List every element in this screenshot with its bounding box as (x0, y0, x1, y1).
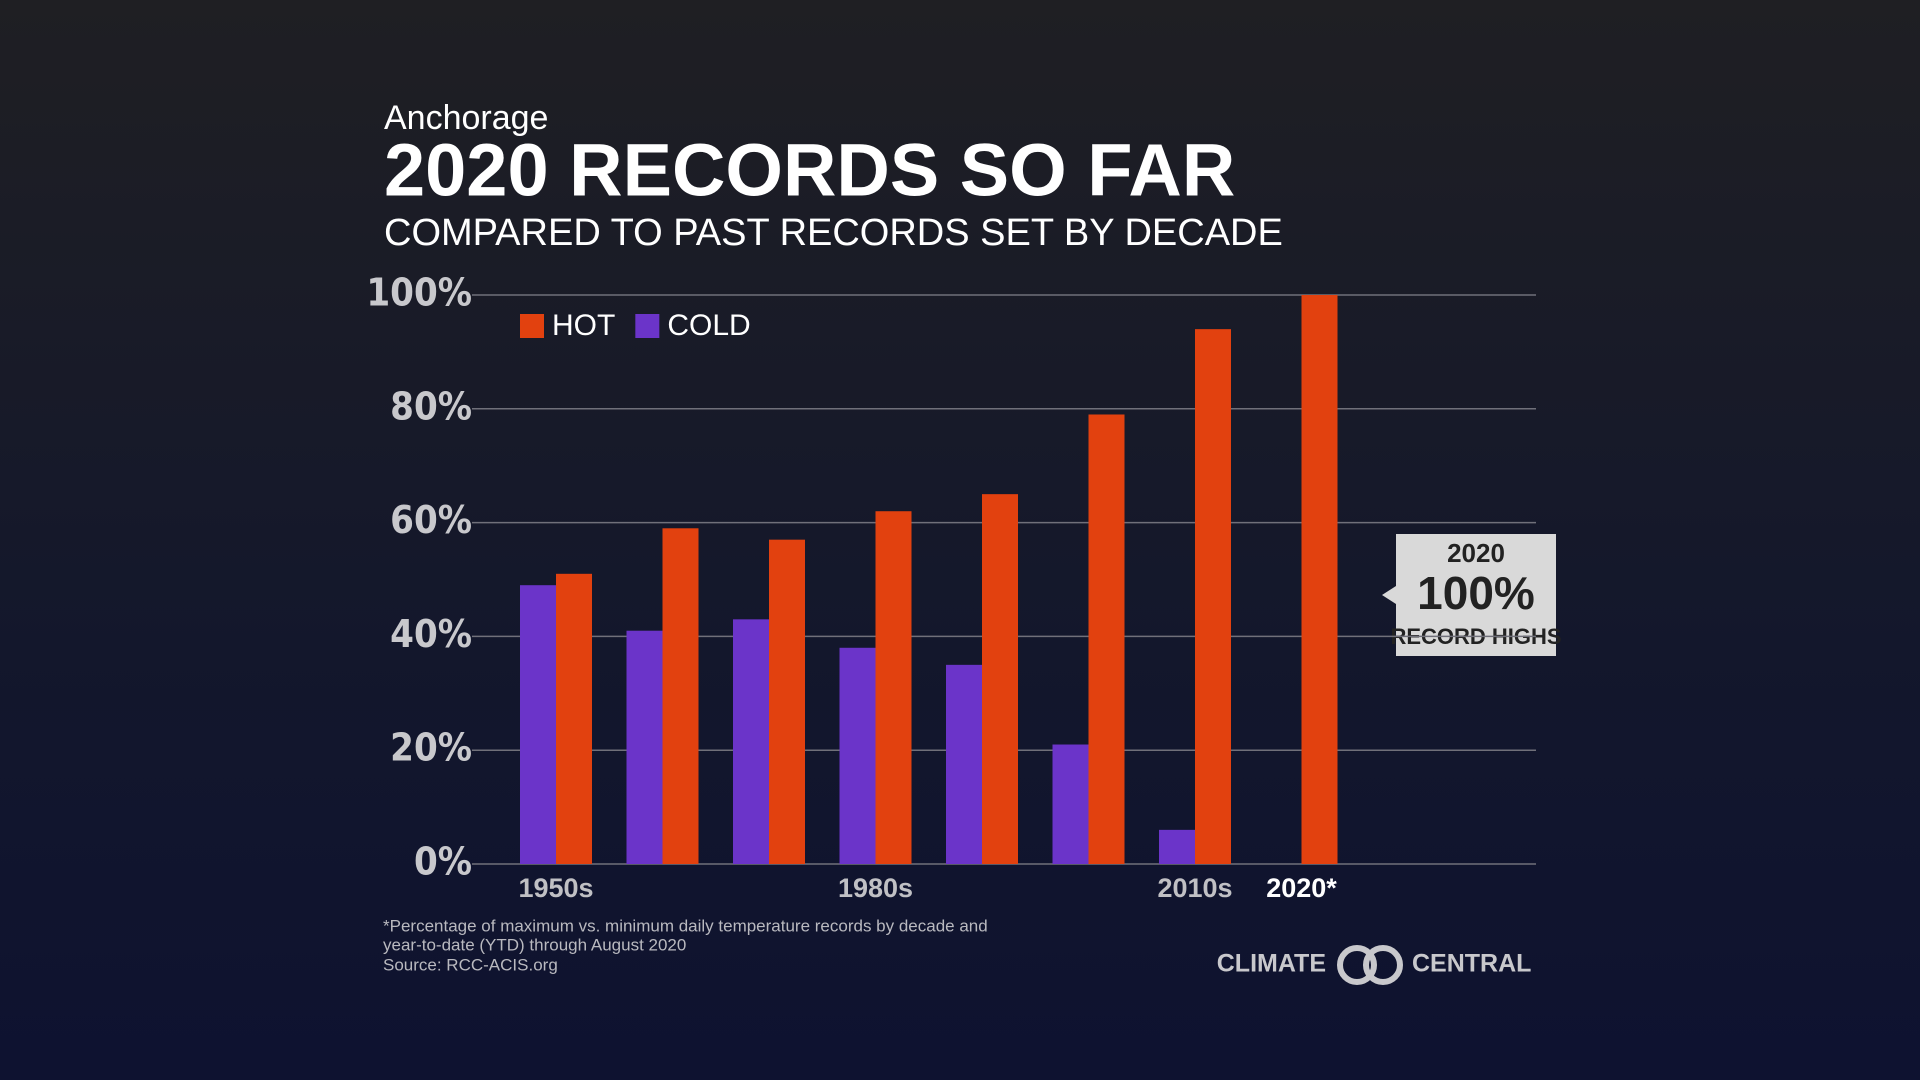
bar (556, 573, 592, 864)
chart-subtitle: COMPARED TO PAST RECORDS SET BY DECADE (384, 212, 1283, 254)
bar (946, 664, 982, 864)
footnote: Source: RCC-ACIS.org (383, 955, 558, 974)
legend-label: HOT (552, 309, 615, 342)
bar (1088, 414, 1125, 864)
y-tick-label: 0% (414, 840, 472, 884)
logo: CLIMATE CENTRAL (1217, 945, 1531, 985)
bar (662, 528, 699, 864)
y-tick-label: 20% (390, 726, 472, 770)
bar (839, 647, 876, 864)
bar (769, 539, 805, 864)
annotation-pointer (1382, 586, 1396, 604)
logo-icon (1363, 945, 1403, 985)
chart-title: 2020 RECORDS SO FAR (384, 129, 1235, 212)
y-tick-label: 100% (366, 271, 472, 315)
annotation-value: 100% (1417, 567, 1535, 619)
bar (875, 511, 912, 864)
bar (733, 619, 769, 864)
x-tick-label: 1950s (518, 873, 593, 903)
bar (626, 630, 663, 864)
logo-text: CLIMATE (1217, 950, 1326, 978)
kicker: Anchorage (384, 99, 548, 137)
bar (520, 585, 556, 864)
annotation: 2020 100% RECORD HIGHS (1382, 534, 1562, 656)
y-tick-label: 60% (390, 498, 472, 542)
legend-swatch (635, 314, 660, 338)
legend-label: COLD (667, 309, 750, 342)
bar (1159, 829, 1195, 864)
bar (1195, 329, 1231, 864)
bar (1301, 295, 1338, 864)
footnote: year-to-date (YTD) through August 2020 (383, 935, 686, 954)
logo-text: CENTRAL (1412, 950, 1531, 978)
bar (982, 494, 1018, 864)
x-tick-label: 1980s (838, 873, 913, 903)
y-tick-label: 40% (390, 612, 472, 656)
logo-icon (1337, 945, 1377, 985)
x-tick-label: 2020* (1266, 873, 1337, 903)
legend-swatch (520, 314, 544, 338)
annotation-year: 2020 (1447, 538, 1505, 568)
y-tick-label: 80% (390, 384, 472, 428)
x-tick-label: 2010s (1157, 873, 1232, 903)
bar (1052, 744, 1089, 864)
footnote: *Percentage of maximum vs. minimum daily… (383, 916, 988, 935)
